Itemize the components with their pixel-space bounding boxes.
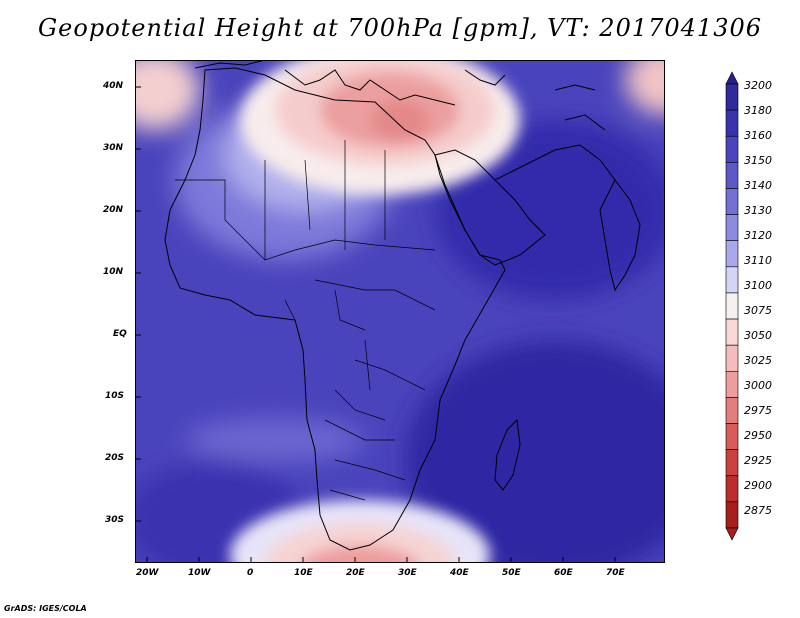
colorbar-swatch bbox=[725, 214, 739, 242]
madagascar-coastline bbox=[494, 418, 521, 491]
map-title: Geopotential Height at 700hPa [gpm], VT:… bbox=[38, 14, 762, 42]
europe-coastline bbox=[194, 60, 506, 106]
colorbar-swatch bbox=[725, 423, 739, 450]
colorbar-label: 3000 bbox=[744, 379, 772, 392]
colorbar-label: 3160 bbox=[744, 129, 772, 142]
lon-label: 10W bbox=[188, 568, 211, 578]
colorbar-label: 3100 bbox=[744, 279, 772, 292]
lat-label: 10N bbox=[103, 267, 124, 277]
field-warm-nw bbox=[135, 60, 200, 130]
colorbar-label: 3130 bbox=[744, 204, 772, 217]
colorbar: 3200 3180 3160 3150 3140 3130 3120 3110 … bbox=[722, 60, 792, 560]
colorbar-label: 2925 bbox=[744, 454, 772, 467]
field-warm-med-center bbox=[370, 100, 430, 140]
field-warm-south-core bbox=[302, 545, 418, 563]
field-light-satl bbox=[185, 418, 365, 462]
lat-label: 40N bbox=[103, 81, 124, 91]
colorbar-swatch bbox=[725, 475, 739, 503]
colorbar-label: 3180 bbox=[744, 104, 772, 117]
colorbar-label: 3150 bbox=[744, 154, 772, 167]
height-field-map bbox=[135, 60, 665, 563]
colorbar-swatch bbox=[725, 318, 739, 346]
colorbar-swatch bbox=[725, 266, 739, 294]
country-borders bbox=[175, 140, 436, 501]
colorbar-swatch bbox=[725, 135, 739, 163]
field-dark-east bbox=[405, 340, 665, 563]
colorbar-swatch bbox=[725, 292, 739, 320]
credit-text: GrADS: IGES/COLA bbox=[4, 604, 87, 613]
lon-label: 0 bbox=[247, 568, 254, 578]
africa-coastline bbox=[164, 67, 506, 551]
colorbar-swatch bbox=[725, 449, 739, 477]
colorbar-swatch bbox=[725, 370, 739, 398]
map-panel: 40N 30N 20N 10N EQ 10S 20S 30S 20W 10W 0… bbox=[103, 60, 665, 578]
lat-label: 20N bbox=[103, 205, 124, 215]
colorbar-label: 3050 bbox=[744, 329, 772, 342]
lon-label: 30E bbox=[398, 568, 417, 578]
map-frame bbox=[135, 60, 665, 563]
lon-label: 60E bbox=[554, 568, 573, 578]
field-warm-south-mid bbox=[265, 523, 455, 563]
lon-label: 40E bbox=[450, 568, 469, 578]
colorbar-swatch bbox=[725, 109, 739, 137]
india-coastline bbox=[599, 179, 641, 292]
lat-label: 10S bbox=[105, 391, 125, 401]
lat-label: 20S bbox=[105, 453, 125, 463]
lon-label: 20W bbox=[136, 568, 159, 578]
arabia-coastline bbox=[434, 149, 546, 266]
colorbar-label: 3120 bbox=[744, 229, 772, 242]
colorbar-bottom-arrow bbox=[725, 527, 739, 541]
colorbar-label: 2875 bbox=[744, 504, 772, 517]
lat-label: 30S bbox=[105, 515, 125, 525]
colorbar-label: 2900 bbox=[744, 479, 772, 492]
lat-label: EQ bbox=[113, 329, 127, 339]
colorbar-swatch bbox=[725, 240, 739, 268]
lon-label: 10E bbox=[294, 568, 313, 578]
colorbar-label: 3075 bbox=[744, 304, 772, 317]
lat-label: 30N bbox=[103, 143, 124, 153]
colorbar-label: 2950 bbox=[744, 429, 772, 442]
colorbar-swatch bbox=[725, 188, 739, 215]
colorbar-label: 3140 bbox=[744, 179, 772, 192]
colorbar-label: 3110 bbox=[744, 254, 772, 267]
lon-label: 20E bbox=[346, 568, 365, 578]
colorbar-swatch bbox=[725, 162, 739, 189]
colorbar-swatch bbox=[725, 344, 739, 372]
colorbar-swatch bbox=[725, 501, 739, 529]
colorbar-swatch bbox=[725, 83, 739, 111]
asia-coastline bbox=[494, 84, 616, 181]
lon-label: 50E bbox=[502, 568, 521, 578]
coastlines bbox=[164, 60, 641, 551]
lon-label: 70E bbox=[606, 568, 625, 578]
colorbar-label: 3025 bbox=[744, 354, 772, 367]
colorbar-label: 3200 bbox=[744, 79, 772, 92]
colorbar-swatches bbox=[725, 71, 739, 541]
colorbar-swatch bbox=[725, 397, 739, 424]
field-warm-ne bbox=[625, 60, 665, 115]
colorbar-label: 2975 bbox=[744, 404, 772, 417]
colorbar-top-arrow bbox=[725, 71, 739, 85]
